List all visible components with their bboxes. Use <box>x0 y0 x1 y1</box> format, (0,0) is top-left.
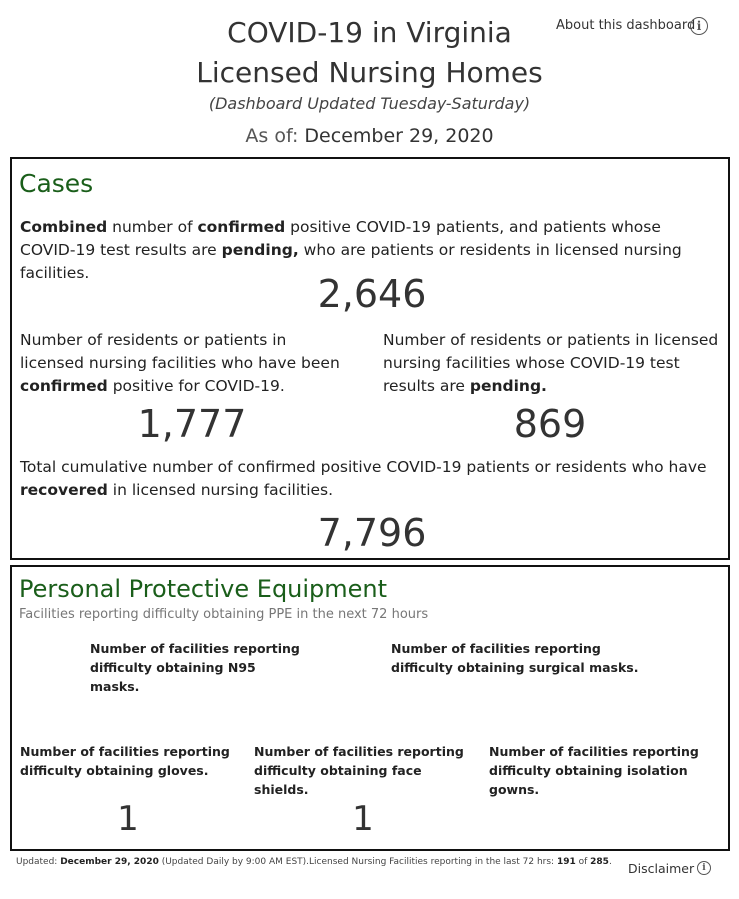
ppe-subtitle: Facilities reporting difficulty obtainin… <box>19 607 429 622</box>
ppe-title: Personal Protective Equipment <box>19 575 388 603</box>
as-of-date: As of: December 29, 2020 <box>0 125 739 147</box>
as-of-label: As of: <box>245 125 299 147</box>
ppe-panel: Personal Protective Equipment Facilities… <box>10 565 730 851</box>
shields-label: Number of facilities reporting difficult… <box>254 744 464 797</box>
gloves-value: 1 <box>117 799 139 839</box>
info-icon[interactable]: i <box>690 17 708 35</box>
surgical-label: Number of facilities reporting difficult… <box>391 641 639 675</box>
combined-description: Combined number of confirmed positive CO… <box>20 218 682 282</box>
shields-value: 1 <box>352 799 374 839</box>
page-title-line1: COVID-19 in Virginia <box>227 16 512 49</box>
pending-description: Number of residents or patients in licen… <box>383 331 719 395</box>
page-title-line2: Licensed Nursing Homes <box>196 56 543 89</box>
gloves-label: Number of facilities reporting difficult… <box>20 744 230 778</box>
page-subtitle: (Dashboard Updated Tuesday-Saturday) <box>208 94 531 113</box>
n95-label: Number of facilities reporting difficult… <box>90 641 300 694</box>
disclaimer-link[interactable]: Disclaimer <box>628 861 695 876</box>
cases-panel: Cases Combined number of confirmed posit… <box>10 157 730 560</box>
about-dashboard-link[interactable]: About this dashboard <box>556 18 696 33</box>
cases-title: Cases <box>19 169 94 198</box>
combined-value: 2,646 <box>317 272 427 316</box>
confirmed-value: 1,777 <box>137 402 247 446</box>
footer-update-note: Updated: December 29, 2020 (Updated Dail… <box>16 857 612 867</box>
pending-value: 869 <box>513 402 587 446</box>
gowns-label: Number of facilities reporting difficult… <box>489 744 699 797</box>
as-of-value: December 29, 2020 <box>304 125 494 147</box>
confirmed-description: Number of residents or patients in licen… <box>20 331 340 395</box>
recovered-description: Total cumulative number of confirmed pos… <box>20 458 707 499</box>
recovered-value: 7,796 <box>317 511 427 555</box>
info-icon[interactable]: i <box>697 861 711 875</box>
